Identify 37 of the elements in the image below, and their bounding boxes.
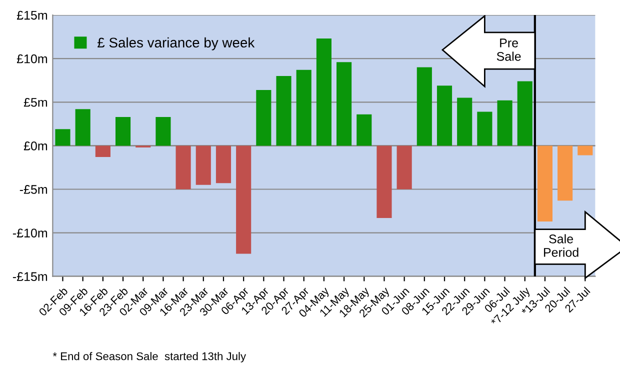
bar	[316, 38, 332, 146]
bar	[537, 146, 553, 222]
bar	[396, 146, 412, 190]
y-tick-label: £5m	[24, 98, 48, 107]
y-tick-label: -£5m	[20, 185, 48, 194]
bar	[95, 146, 110, 158]
bar	[115, 116, 131, 146]
bar	[176, 146, 191, 190]
bar	[75, 109, 90, 146]
bar	[256, 90, 272, 146]
bar	[216, 146, 232, 184]
bar	[236, 146, 252, 254]
bar	[558, 146, 573, 201]
y-tick-label: -£10m	[12, 228, 48, 238]
bar	[336, 62, 352, 146]
bar	[296, 70, 312, 146]
text: * End of Season Sale started 13th July	[52, 352, 246, 362]
legend-label: £ Sales variance by week	[98, 37, 255, 50]
bar	[196, 146, 211, 185]
y-tick-label: £15m	[16, 10, 48, 20]
bar	[457, 98, 472, 146]
y-tick-label: £0m	[24, 142, 48, 150]
annotation: Pre Sale	[496, 38, 521, 61]
bar	[416, 67, 432, 146]
bar	[477, 112, 492, 146]
bar	[55, 129, 70, 146]
bar	[276, 76, 292, 146]
bar	[578, 146, 593, 156]
bar	[517, 81, 532, 146]
y-tick-label: £10m	[16, 54, 48, 64]
bar	[436, 86, 452, 146]
bar	[356, 114, 372, 146]
bar	[376, 146, 392, 218]
bar	[497, 100, 512, 146]
bar	[156, 116, 171, 146]
y-tick-label: -£15m	[12, 272, 48, 282]
annotation: Sale Period	[544, 234, 578, 257]
